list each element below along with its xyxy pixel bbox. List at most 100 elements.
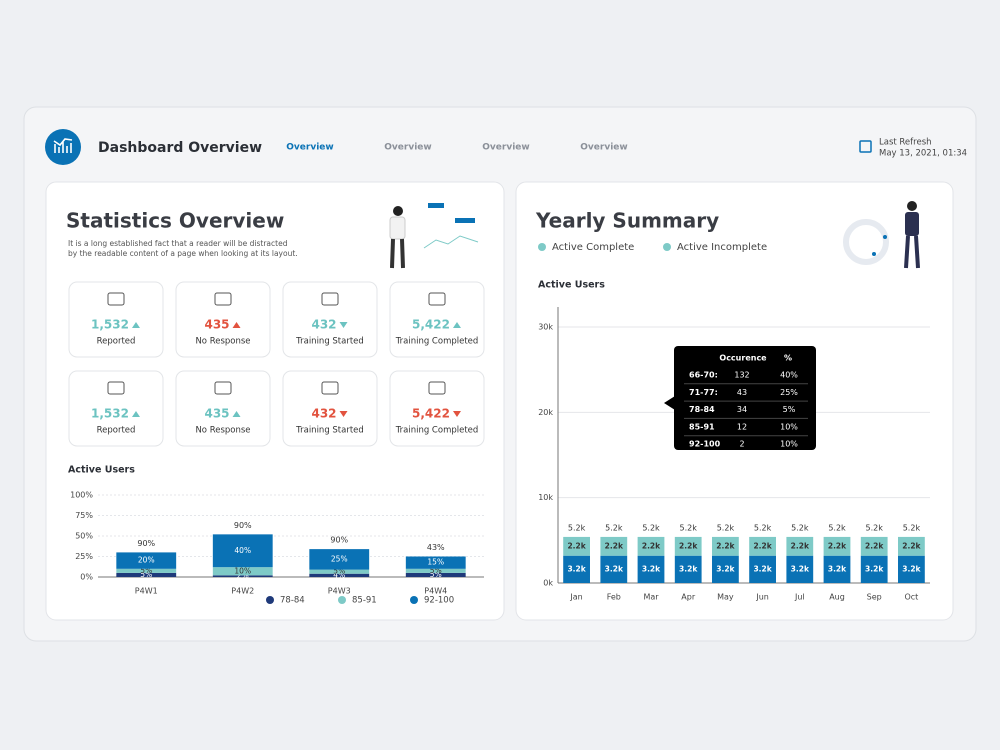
total-label: 90% xyxy=(137,539,155,548)
bar-segment xyxy=(116,552,177,569)
bar-segment xyxy=(212,534,273,568)
bar-segment xyxy=(749,555,776,583)
bar-segment xyxy=(823,536,851,556)
x-tick-label: Apr xyxy=(681,593,696,602)
trend-arrow xyxy=(339,322,348,328)
value-label: 5% xyxy=(430,570,442,579)
tooltip-cell: 66-70: xyxy=(689,371,718,380)
legend-swatch xyxy=(538,243,546,251)
value-label: 15% xyxy=(427,558,444,567)
card-value: 435 xyxy=(204,407,229,421)
tooltip-cell: 25% xyxy=(780,388,798,397)
bar-segment xyxy=(786,555,814,583)
value-label: 2.2k xyxy=(791,541,810,550)
bar-segment xyxy=(212,567,273,576)
x-tick-label: Aug xyxy=(829,593,845,602)
card-label: Training Completed xyxy=(395,426,479,436)
y-tick-label: 25% xyxy=(75,552,93,561)
trend-arrow xyxy=(452,322,461,328)
card-icon xyxy=(428,381,446,395)
y-tick-label: 50% xyxy=(75,532,93,541)
legend-swatch xyxy=(266,596,274,604)
card-icon xyxy=(214,381,232,395)
logo-icon xyxy=(53,138,73,153)
value-label: 10% xyxy=(234,566,251,575)
bar-segment xyxy=(309,569,370,574)
card-value: 435 xyxy=(204,318,229,332)
legend-swatch xyxy=(338,596,346,604)
tooltip-pointer xyxy=(664,396,675,410)
stat-card[interactable] xyxy=(282,281,378,358)
bar-segment xyxy=(405,568,466,573)
nav-item[interactable]: Overview xyxy=(286,143,333,153)
card-label: Training Started xyxy=(295,426,364,436)
bar-segment xyxy=(116,572,177,577)
bar-segment xyxy=(405,572,466,577)
value-label: 20% xyxy=(138,556,155,565)
value-label: 3.2k xyxy=(791,564,810,573)
value-label: 2.2k xyxy=(716,541,735,550)
tooltip-cell: 85-91 xyxy=(689,422,715,431)
total-label: 90% xyxy=(234,521,252,530)
value-label: 5% xyxy=(140,566,152,575)
card-icon xyxy=(321,292,339,306)
stat-card[interactable] xyxy=(68,281,164,358)
card-icon xyxy=(107,381,125,395)
card-label: No Response xyxy=(195,426,250,436)
total-label: 5.2k xyxy=(828,523,846,532)
card-icon xyxy=(214,292,232,306)
description-line: by the readable content of a page when l… xyxy=(68,249,298,258)
tooltip-box xyxy=(674,346,816,450)
card-value: 432 xyxy=(311,407,336,421)
bar-segment xyxy=(637,555,665,583)
nav-item[interactable]: Overview xyxy=(384,143,431,153)
bar-segment xyxy=(116,568,177,573)
stat-card[interactable] xyxy=(175,281,271,358)
total-label: 43% xyxy=(427,543,445,552)
tooltip-cell: 10% xyxy=(780,440,798,449)
total-label: 5.2k xyxy=(568,523,586,532)
stat-card[interactable] xyxy=(68,370,164,447)
bar-segment xyxy=(563,536,590,556)
y-tick-label: 30k xyxy=(538,323,553,332)
value-label: 2.2k xyxy=(567,541,586,550)
refresh-date: May 13, 2021, 01:34 xyxy=(879,149,967,159)
stat-card[interactable] xyxy=(175,370,271,447)
tooltip-cell: 5% xyxy=(783,405,796,414)
tooltip-cell: 2 xyxy=(739,440,744,449)
value-label: 5% xyxy=(430,566,442,575)
tooltip-cell: 10% xyxy=(780,422,798,431)
x-tick-label: Oct xyxy=(904,593,918,602)
value-label: 3.2k xyxy=(679,564,698,573)
value-label: 5% xyxy=(140,570,152,579)
trend-arrow xyxy=(131,411,140,417)
stat-card[interactable] xyxy=(282,370,378,447)
tooltip-cell: 92-100 xyxy=(689,440,721,449)
calendar-icon xyxy=(859,140,872,153)
total-label: 5.2k xyxy=(903,523,921,532)
stat-card[interactable] xyxy=(389,281,485,358)
x-tick-label: P4W2 xyxy=(231,587,254,596)
trend-arrow xyxy=(452,411,461,417)
legend-label: 78-84 xyxy=(280,596,305,606)
bar-segment xyxy=(309,573,370,577)
legend-label: Active Incomplete xyxy=(677,242,767,253)
total-label: 5.2k xyxy=(866,523,884,532)
x-tick-label: Jun xyxy=(755,593,769,602)
bar-segment xyxy=(674,555,702,583)
nav-item[interactable]: Overview xyxy=(580,143,627,153)
card-label: No Response xyxy=(195,337,250,347)
x-tick-label: P4W1 xyxy=(135,587,158,596)
nav-item[interactable]: Overview xyxy=(482,143,529,153)
trend-arrow xyxy=(232,322,241,328)
x-tick-label: Jul xyxy=(794,593,805,602)
y-tick-label: 10k xyxy=(538,493,553,502)
bar-segment xyxy=(749,536,776,556)
value-label: 3.2k xyxy=(642,564,661,573)
bar-segment xyxy=(637,536,665,556)
stat-card[interactable] xyxy=(389,370,485,447)
tooltip: Occurence %66-70: 132 40%71-77: 43 25%78-84 34… xyxy=(664,346,816,450)
card-icon xyxy=(321,381,339,395)
y-tick-label: 20k xyxy=(538,408,553,417)
